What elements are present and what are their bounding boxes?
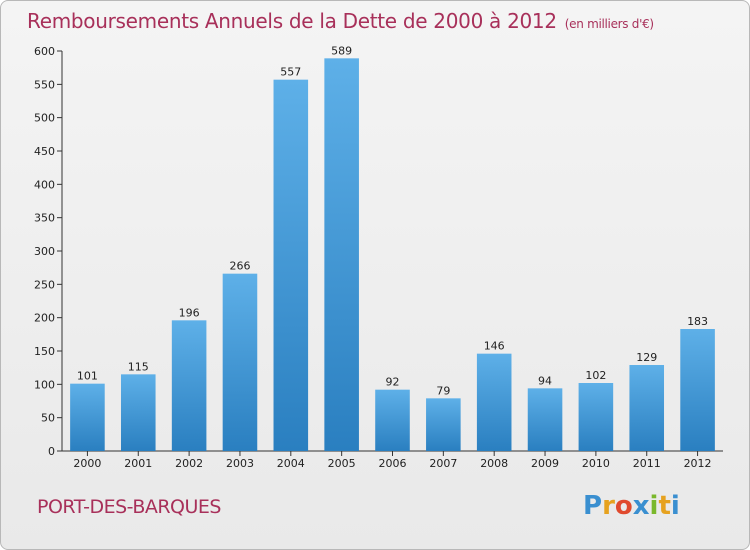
x-tick-label: 2008	[480, 457, 508, 470]
y-tick-label: 600	[34, 45, 55, 58]
bar-2000[interactable]	[70, 383, 105, 451]
y-tick-label: 100	[34, 378, 55, 391]
bar-2005[interactable]	[324, 58, 359, 451]
y-tick-label: 500	[34, 112, 55, 125]
bar-2001[interactable]	[120, 374, 156, 451]
value-label: 146	[484, 340, 505, 353]
x-tick-label: 2011	[633, 457, 661, 470]
value-label: 94	[538, 374, 552, 387]
y-tick-label: 250	[34, 278, 55, 291]
y-tick-label: 450	[34, 145, 55, 158]
value-label: 101	[77, 370, 98, 383]
y-tick-label: 50	[41, 412, 55, 425]
x-tick-label: 2009	[531, 457, 559, 470]
bar-2010[interactable]	[578, 383, 614, 451]
chart-unit: (en milliers d'€)	[564, 17, 654, 31]
x-tick-label: 2012	[684, 457, 712, 470]
bar-2002[interactable]	[171, 320, 207, 451]
bar-2008[interactable]	[476, 353, 512, 451]
value-label: 129	[636, 351, 657, 364]
value-label: 79	[436, 384, 450, 397]
place-name: PORT-DES-BARQUES	[37, 496, 222, 518]
bar-2006[interactable]	[375, 389, 410, 451]
y-tick-label: 300	[34, 245, 55, 258]
value-label: 196	[179, 306, 200, 319]
bar-2003[interactable]	[222, 273, 258, 451]
y-tick-label: 200	[34, 312, 55, 325]
x-tick-label: 2005	[328, 457, 356, 470]
y-tick-label: 350	[34, 212, 55, 225]
y-tick-label: 150	[34, 345, 55, 358]
x-tick-label: 2004	[277, 457, 305, 470]
chart-title: Remboursements Annuels de la Dette de 20…	[27, 9, 654, 33]
bar-2012[interactable]	[680, 329, 715, 451]
bar-2009[interactable]	[527, 388, 563, 451]
proxiti-logo[interactable]: Proxiti	[583, 491, 680, 521]
value-label: 92	[386, 376, 400, 389]
bar-2007[interactable]	[426, 398, 461, 451]
x-tick-label: 2006	[379, 457, 407, 470]
x-tick-label: 2010	[582, 457, 610, 470]
x-tick-label: 2000	[73, 457, 101, 470]
bar-2011[interactable]	[629, 365, 665, 451]
x-tick-label: 2001	[124, 457, 152, 470]
value-label: 115	[128, 360, 149, 373]
value-label: 589	[331, 44, 352, 57]
value-label: 102	[585, 369, 606, 382]
bar-2004[interactable]	[273, 79, 309, 452]
y-tick-label: 0	[48, 445, 55, 458]
value-label: 183	[687, 315, 708, 328]
y-tick-label: 400	[34, 178, 55, 191]
x-tick-label: 2003	[226, 457, 254, 470]
x-tick-label: 2002	[175, 457, 203, 470]
chart-title-text: Remboursements Annuels de la Dette de 20…	[27, 9, 557, 33]
value-label: 557	[280, 66, 301, 79]
y-tick-label: 550	[34, 78, 55, 91]
x-tick-label: 2007	[429, 457, 457, 470]
value-label: 266	[229, 260, 250, 273]
